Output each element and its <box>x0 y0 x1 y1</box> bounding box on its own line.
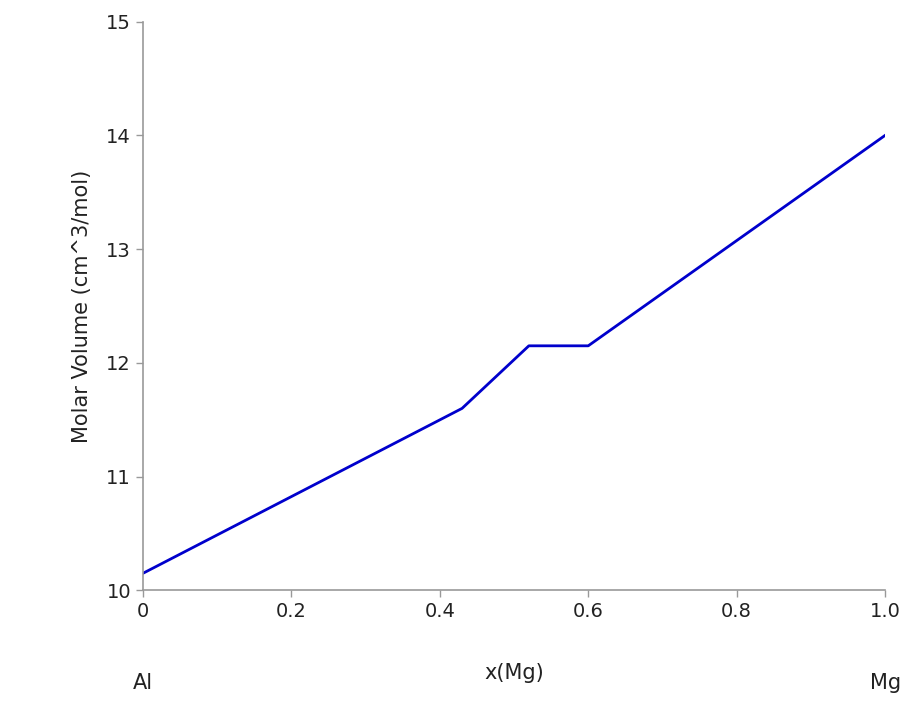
Text: Al: Al <box>133 673 153 693</box>
Text: Mg: Mg <box>869 673 901 693</box>
X-axis label: x(Mg): x(Mg) <box>484 663 544 683</box>
Y-axis label: Molar Volume (cm^3/mol): Molar Volume (cm^3/mol) <box>72 169 92 443</box>
